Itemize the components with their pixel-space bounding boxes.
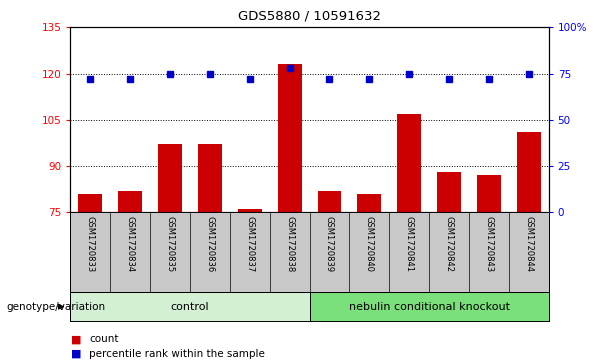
Bar xyxy=(238,209,262,212)
Text: control: control xyxy=(170,302,210,312)
Text: GSM1720836: GSM1720836 xyxy=(205,216,215,273)
Text: GSM1720834: GSM1720834 xyxy=(126,216,135,273)
Bar xyxy=(437,172,461,212)
Bar xyxy=(397,114,421,212)
Text: GSM1720833: GSM1720833 xyxy=(86,216,95,273)
Text: genotype/variation: genotype/variation xyxy=(6,302,105,312)
Text: GSM1720835: GSM1720835 xyxy=(166,216,175,273)
Bar xyxy=(278,64,302,212)
Bar xyxy=(517,132,541,212)
Bar xyxy=(318,191,341,212)
Text: GSM1720842: GSM1720842 xyxy=(444,216,454,272)
Text: ■: ■ xyxy=(70,349,81,359)
Bar xyxy=(357,194,381,212)
Bar xyxy=(118,191,142,212)
Text: ■: ■ xyxy=(70,334,81,344)
Text: GDS5880 / 10591632: GDS5880 / 10591632 xyxy=(238,9,381,22)
Bar xyxy=(70,292,310,321)
Text: nebulin conditional knockout: nebulin conditional knockout xyxy=(349,302,509,312)
Text: percentile rank within the sample: percentile rank within the sample xyxy=(89,349,265,359)
Text: GSM1720843: GSM1720843 xyxy=(484,216,493,273)
Bar xyxy=(158,144,182,212)
Text: GSM1720838: GSM1720838 xyxy=(285,216,294,273)
Bar xyxy=(477,175,501,212)
Text: GSM1720840: GSM1720840 xyxy=(365,216,374,272)
Bar xyxy=(198,144,222,212)
Bar xyxy=(78,194,102,212)
Text: GSM1720841: GSM1720841 xyxy=(405,216,414,272)
Bar xyxy=(310,292,549,321)
Text: GSM1720839: GSM1720839 xyxy=(325,216,334,273)
Text: GSM1720844: GSM1720844 xyxy=(524,216,533,272)
Text: GSM1720837: GSM1720837 xyxy=(245,216,254,273)
Text: count: count xyxy=(89,334,118,344)
